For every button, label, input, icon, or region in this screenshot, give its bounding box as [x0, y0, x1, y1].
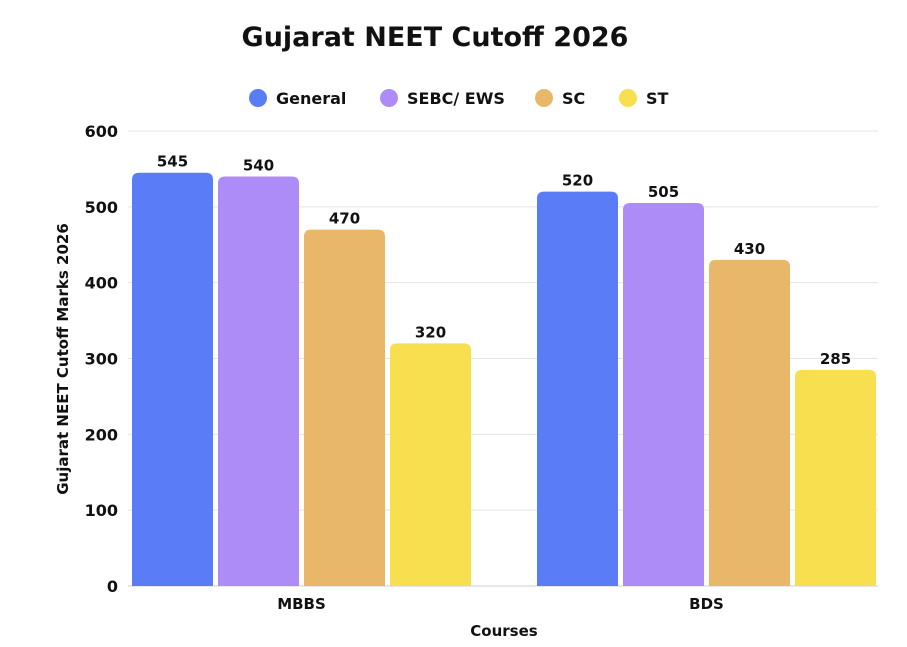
- y-tick-label: 400: [85, 274, 118, 293]
- bar-mbbs-general: [132, 172, 213, 587]
- bar-bds-sebc-ews: [623, 203, 704, 586]
- chart-title: Gujarat NEET Cutoff 2026: [242, 22, 629, 53]
- bar-mbbs-sc: [304, 229, 385, 587]
- data-labels: 545 540 470 320 520 505 430 285: [157, 153, 851, 368]
- bar-bds-sc: [709, 259, 790, 586]
- x-category-label: BDS: [689, 595, 724, 613]
- legend-label: SC: [562, 89, 585, 108]
- bar-mbbs-st: [390, 343, 471, 586]
- legend-label: SEBC/ EWS: [407, 89, 505, 108]
- data-label: 320: [415, 323, 446, 341]
- legend-label: General: [276, 89, 346, 108]
- data-label: 470: [329, 210, 360, 228]
- y-tick-label: 500: [85, 198, 118, 217]
- data-label: 545: [157, 153, 188, 171]
- data-label: 505: [648, 183, 679, 201]
- bar-bds-st: [795, 369, 876, 586]
- legend: General SEBC/ EWS SC ST: [249, 89, 669, 108]
- data-label: 520: [562, 172, 593, 190]
- data-label: 540: [243, 157, 274, 175]
- y-tick-label: 0: [107, 577, 118, 596]
- x-axis-label: Courses: [470, 622, 537, 640]
- legend-swatch: [619, 89, 637, 107]
- y-tick-label: 300: [85, 350, 118, 369]
- legend-item: SC: [535, 89, 585, 108]
- bar-bds-general: [537, 191, 618, 586]
- legend-item: General: [249, 89, 346, 108]
- legend-swatch: [249, 89, 267, 107]
- bars: [132, 172, 876, 587]
- y-axis-ticks: 0 100 200 300 400 500 600: [85, 122, 118, 596]
- legend-swatch: [535, 89, 553, 107]
- x-category-label: MBBS: [277, 595, 326, 613]
- y-tick-label: 600: [85, 122, 118, 141]
- data-label: 285: [820, 350, 851, 368]
- x-axis-categories: MBBS BDS: [277, 595, 724, 613]
- data-label: 430: [734, 240, 765, 258]
- y-tick-label: 200: [85, 425, 118, 444]
- legend-item: ST: [619, 89, 669, 108]
- legend-item: SEBC/ EWS: [380, 89, 505, 108]
- bar-mbbs-sebc-ews: [218, 176, 299, 586]
- y-axis-label: Gujarat NEET Cutoff Marks 2026: [54, 223, 72, 495]
- y-tick-label: 100: [85, 501, 118, 520]
- legend-swatch: [380, 89, 398, 107]
- legend-label: ST: [646, 89, 669, 108]
